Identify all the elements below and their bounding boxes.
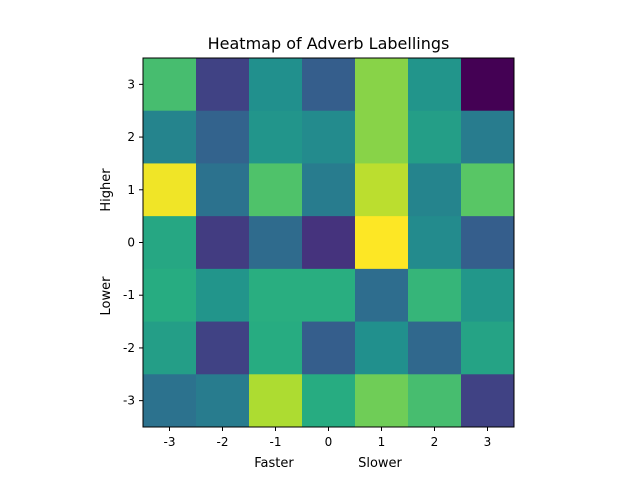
y-tick-label: -2 bbox=[123, 341, 135, 355]
x-tick-label: 3 bbox=[484, 435, 492, 449]
heatmap-cell-r6-c3 bbox=[302, 374, 356, 428]
heatmap-cell-r2-c6 bbox=[461, 163, 515, 217]
heatmap-cell-r1-c6 bbox=[461, 110, 515, 164]
heatmap-cell-r5-c3 bbox=[302, 321, 356, 375]
y-tick-label: -3 bbox=[123, 394, 135, 408]
y-axis: 3 2 1 0 -1 -2 -3 bbox=[123, 77, 143, 408]
heatmap-cell-r5-c0 bbox=[143, 321, 197, 375]
y-tick-label: 1 bbox=[127, 183, 135, 197]
heatmap-cell-r5-c5 bbox=[408, 321, 462, 375]
heatmap-cell-r6-c0 bbox=[143, 374, 197, 428]
heatmap-cell-r5-c6 bbox=[461, 321, 515, 375]
heatmap-cell-r4-c0 bbox=[143, 268, 197, 323]
heatmap-cell-r4-c4 bbox=[355, 268, 409, 323]
heatmap-cell-r1-c0 bbox=[143, 110, 197, 164]
x-tick-label: -2 bbox=[217, 435, 229, 449]
heatmap-cell-r6-c5 bbox=[408, 374, 462, 428]
heatmap-cell-r6-c6 bbox=[461, 374, 515, 428]
heatmap-cell-r0-c1 bbox=[196, 58, 250, 112]
chart-title: Heatmap of Adverb Labellings bbox=[208, 34, 450, 53]
heatmap-cell-r4-c2 bbox=[249, 268, 303, 323]
heatmap-cell-r0-c6 bbox=[461, 58, 515, 112]
heatmap-cell-r0-c4 bbox=[355, 58, 409, 112]
heatmap-cell-r2-c4 bbox=[355, 163, 409, 217]
heatmap-cell-r2-c1 bbox=[196, 163, 250, 217]
x-tick-label: 2 bbox=[431, 435, 439, 449]
heatmap-cell-r3-c2 bbox=[249, 216, 303, 270]
heatmap-cell-r2-c2 bbox=[249, 163, 303, 217]
heatmap-cell-r4-c3 bbox=[302, 268, 356, 323]
heatmap-cells bbox=[143, 58, 515, 428]
x-axis-label-slower: Slower bbox=[358, 456, 402, 471]
heatmap-cell-r3-c5 bbox=[408, 216, 462, 270]
heatmap-cell-r1-c1 bbox=[196, 110, 250, 164]
heatmap-cell-r2-c3 bbox=[302, 163, 356, 217]
heatmap-cell-r1-c4 bbox=[355, 110, 409, 164]
x-tick-label: -1 bbox=[270, 435, 282, 449]
heatmap-cell-r6-c4 bbox=[355, 374, 409, 428]
heatmap-cell-r3-c3 bbox=[302, 216, 356, 270]
heatmap-cell-r0-c2 bbox=[249, 58, 303, 112]
x-tick-label: 1 bbox=[378, 435, 386, 449]
y-tick-label: 3 bbox=[127, 77, 135, 91]
y-tick-label: 0 bbox=[127, 236, 135, 250]
heatmap-cell-r3-c6 bbox=[461, 216, 515, 270]
heatmap-cell-r1-c2 bbox=[249, 110, 303, 164]
heatmap-cell-r3-c1 bbox=[196, 216, 250, 270]
heatmap-cell-r5-c4 bbox=[355, 321, 409, 375]
x-axis: -3 -2 -1 0 1 2 3 bbox=[164, 427, 492, 449]
heatmap-cell-r0-c5 bbox=[408, 58, 462, 112]
y-tick-label: -1 bbox=[123, 288, 135, 302]
heatmap-cell-r0-c0 bbox=[143, 58, 197, 112]
x-axis-label-faster: Faster bbox=[254, 456, 294, 471]
heatmap-cell-r3-c0 bbox=[143, 216, 197, 270]
heatmap-cell-r2-c5 bbox=[408, 163, 462, 217]
x-tick-label: 0 bbox=[325, 435, 333, 449]
heatmap-cell-r0-c3 bbox=[302, 58, 356, 112]
heatmap-cell-r5-c2 bbox=[249, 321, 303, 375]
heatmap-cell-r1-c3 bbox=[302, 110, 356, 164]
y-axis-label-lower: Lower bbox=[99, 276, 114, 316]
heatmap-cell-r4-c6 bbox=[461, 268, 515, 323]
heatmap-cell-r6-c1 bbox=[196, 374, 250, 428]
heatmap-cell-r3-c4 bbox=[355, 216, 409, 270]
heatmap-cell-r4-c1 bbox=[196, 268, 250, 323]
y-tick-label: 2 bbox=[127, 130, 135, 144]
x-tick-label: -3 bbox=[164, 435, 176, 449]
heatmap-cell-r1-c5 bbox=[408, 110, 462, 164]
heatmap-cell-r6-c2 bbox=[249, 374, 303, 428]
y-axis-label-higher: Higher bbox=[99, 168, 114, 212]
heatmap-cell-r2-c0 bbox=[143, 163, 197, 217]
heatmap-cell-r5-c1 bbox=[196, 321, 250, 375]
heatmap-cell-r4-c5 bbox=[408, 268, 462, 323]
